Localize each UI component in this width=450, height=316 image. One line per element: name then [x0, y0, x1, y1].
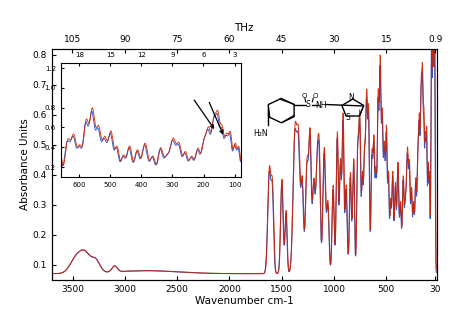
Text: S: S	[305, 100, 310, 109]
X-axis label: Wavenumber cm-1: Wavenumber cm-1	[195, 296, 293, 306]
Y-axis label: Absorbance Units: Absorbance Units	[20, 118, 30, 210]
Text: O: O	[312, 93, 318, 99]
Text: O: O	[302, 93, 307, 99]
Text: S: S	[345, 112, 350, 122]
X-axis label: THz: THz	[234, 23, 254, 33]
Text: NH: NH	[315, 101, 327, 110]
Text: H₂N: H₂N	[254, 129, 268, 138]
Text: N: N	[349, 94, 354, 102]
